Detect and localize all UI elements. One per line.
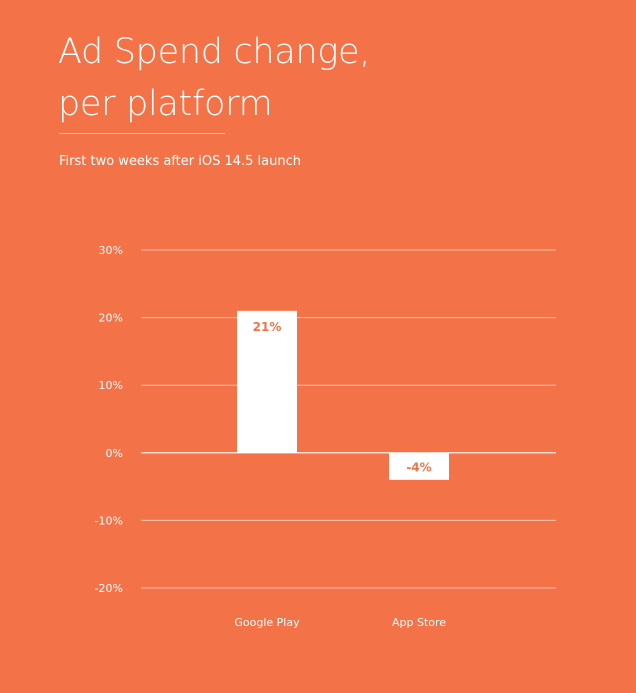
chart-title-line-2: per platform	[58, 84, 273, 124]
bar-google-play	[237, 310, 297, 453]
title-divider	[59, 133, 225, 134]
data-label: -4%	[406, 460, 431, 474]
y-tick-label: 30%	[99, 244, 123, 257]
y-tick-label: 20%	[99, 312, 123, 325]
chart-title: Ad Spend change, per platform	[58, 26, 578, 130]
chart-title-line-1: Ad Spend change,	[58, 32, 371, 72]
y-tick-label: 10%	[99, 379, 123, 392]
y-tick-label: -10%	[95, 514, 123, 527]
chart-subtitle: First two weeks after iOS 14.5 launch	[59, 154, 302, 169]
x-category-label: App Store	[392, 616, 446, 629]
y-tick-label: -20%	[95, 582, 123, 595]
bar-app-store	[389, 452, 449, 480]
data-label: 21%	[253, 320, 282, 334]
x-category-label: Google Play	[234, 616, 300, 629]
y-tick-label: 0%	[106, 447, 123, 460]
